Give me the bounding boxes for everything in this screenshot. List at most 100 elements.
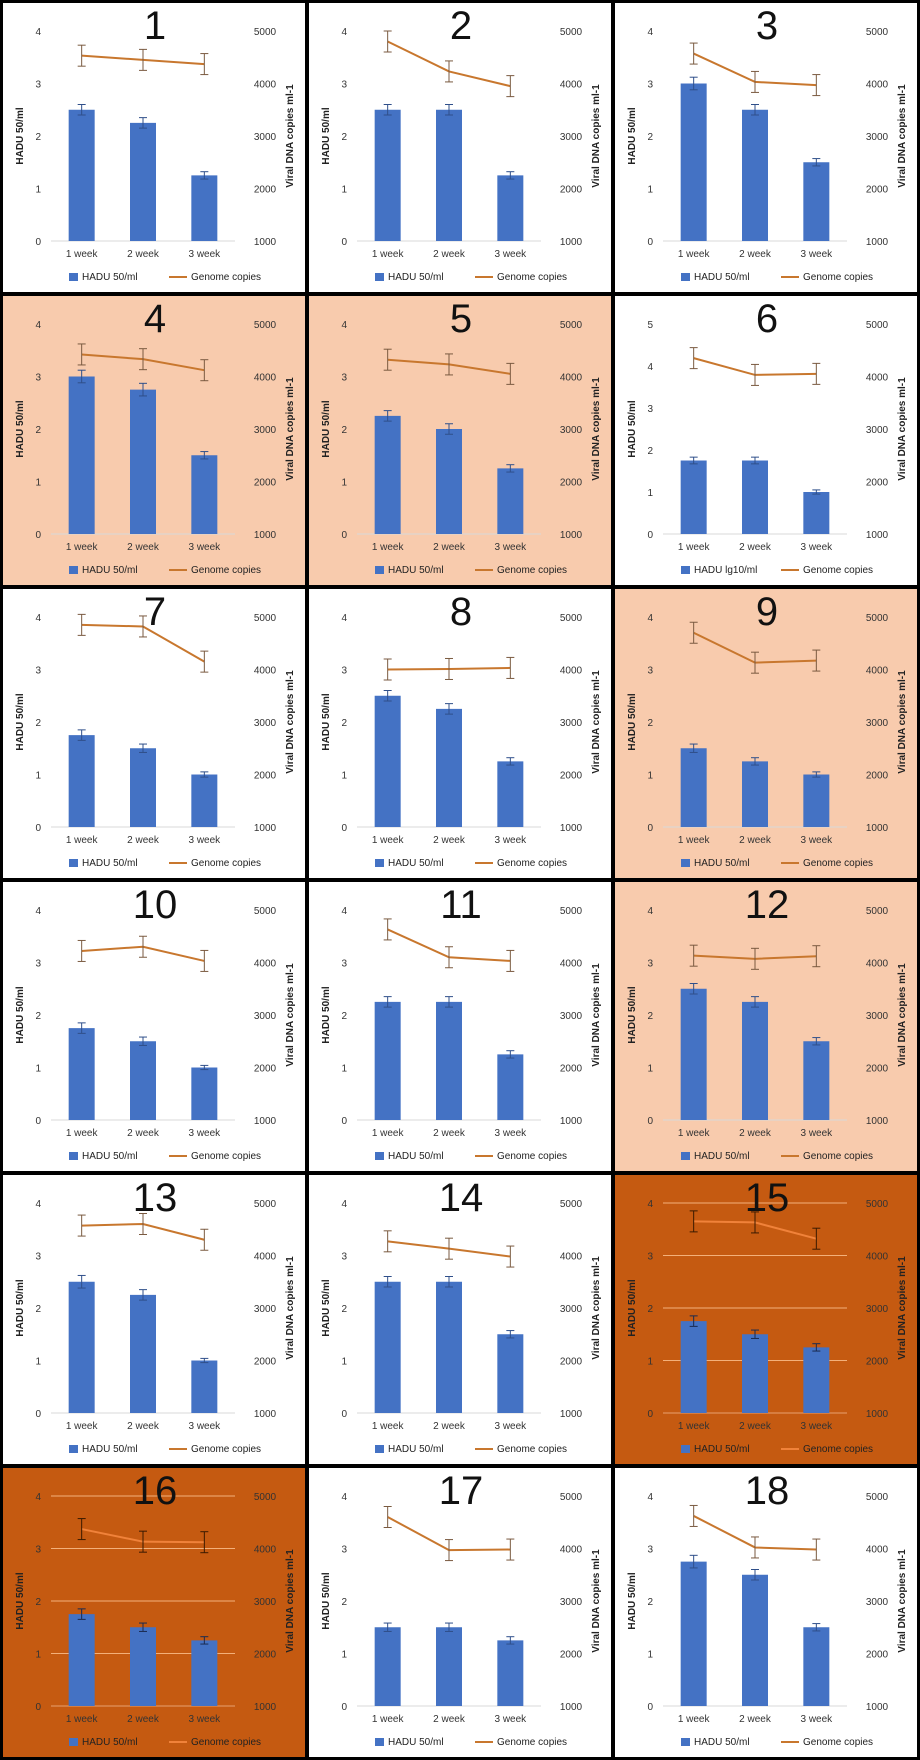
y-tick-label: 3 <box>35 1252 41 1263</box>
y-tick-label: 1 <box>647 1064 653 1075</box>
x-tick-label: 1 week <box>66 249 99 260</box>
bar <box>374 415 401 534</box>
bar-error-bar <box>445 104 453 116</box>
x-tick-label: 2 week <box>433 835 466 846</box>
y2-tick-label: 2000 <box>254 185 277 196</box>
y2-tick-label: 2000 <box>254 1650 277 1661</box>
y2-axis-label: Viral DNA copies ml-1 <box>897 84 908 188</box>
panel-number: 9 <box>756 590 778 634</box>
bar <box>803 1041 830 1120</box>
x-tick-label: 3 week <box>800 249 833 260</box>
line-error-bar <box>139 348 147 371</box>
chart-svg: 4 0 1 2 3 4 1000 2000 3000 4000 5000 HADU 50/ml Vira… <box>15 297 296 576</box>
y-tick-label: 3 <box>647 80 653 91</box>
x-tick-label: 3 week <box>188 1714 221 1725</box>
bar-error-bar <box>445 996 453 1008</box>
chart-panel-11: 11 0 1 2 3 4 1000 2000 3000 4000 5000 HADU 50/ml Vir… <box>309 882 611 1171</box>
y-tick-label: 0 <box>35 823 41 834</box>
bar-error-bar <box>200 171 209 180</box>
legend-line-label: Genome copies <box>191 858 261 869</box>
y2-tick-label: 5000 <box>560 27 583 38</box>
x-tick-label: 2 week <box>127 1128 160 1139</box>
bar <box>497 761 524 827</box>
y2-tick-label: 1000 <box>866 1702 889 1713</box>
y-tick-label: 1 <box>35 185 41 196</box>
y2-tick-label: 3000 <box>866 718 889 729</box>
bar-error-bar <box>383 1622 392 1632</box>
bar <box>436 429 462 534</box>
y-tick-label: 4 <box>35 1492 41 1503</box>
y2-tick-label: 4000 <box>560 959 583 970</box>
line-error-bar <box>689 621 698 644</box>
y2-tick-label: 1000 <box>254 1409 277 1420</box>
y-tick-label: 1 <box>647 1650 653 1661</box>
y-tick-label: 0 <box>35 1702 41 1713</box>
bar-error-bar <box>689 743 698 753</box>
y-axis-label: HADU 50/ml <box>15 107 26 164</box>
y-tick-label: 0 <box>341 1409 347 1420</box>
y2-tick-label: 4000 <box>254 666 277 677</box>
y-axis-label: HADU 50/ml <box>15 1572 26 1629</box>
y-tick-label: 4 <box>341 27 347 38</box>
x-tick-label: 1 week <box>372 1128 405 1139</box>
y-tick-label: 1 <box>341 478 347 489</box>
bar-error-bar <box>751 757 759 766</box>
y-tick-label: 2 <box>341 1304 347 1315</box>
y2-axis-label: Viral DNA copies ml-1 <box>591 1256 602 1360</box>
chart-svg: 18 0 1 2 3 4 1000 2000 3000 4000 5000 HADU 50/ml Vir… <box>627 1469 908 1748</box>
bar-error-bar <box>689 1315 698 1327</box>
y-tick-label: 3 <box>341 959 347 970</box>
line-error-bar <box>812 74 821 97</box>
panel-number: 15 <box>745 1176 790 1220</box>
chart-svg: 9 0 1 2 3 4 1000 2000 3000 4000 5000 HADU 50/ml Vira… <box>627 590 908 869</box>
y-tick-label: 4 <box>647 1492 653 1503</box>
y2-axis-label: Viral DNA copies ml-1 <box>285 1549 296 1653</box>
y2-tick-label: 3000 <box>560 1011 583 1022</box>
bar-error-bar <box>506 1050 515 1059</box>
bar <box>680 1561 707 1706</box>
y-tick-label: 3 <box>647 1545 653 1556</box>
legend-line-label: Genome copies <box>497 272 567 283</box>
x-tick-label: 3 week <box>188 542 221 553</box>
bar-error-bar <box>506 757 515 766</box>
bar-error-bar <box>139 743 147 753</box>
y-tick-label: 4 <box>35 906 41 917</box>
y2-tick-label: 1000 <box>866 530 889 541</box>
y2-tick-label: 5000 <box>866 613 889 624</box>
y2-tick-label: 4000 <box>254 373 277 384</box>
x-tick-label: 1 week <box>372 1714 405 1725</box>
chart-panel-17: 17 0 1 2 3 4 1000 2000 3000 4000 5000 HADU 50/ml Vir… <box>309 1468 611 1757</box>
x-tick-label: 2 week <box>127 542 160 553</box>
bar <box>680 83 707 241</box>
bar-error-bar <box>751 996 759 1008</box>
chart-svg: 7 0 1 2 3 4 1000 2000 3000 4000 5000 HADU 50/ml Vira… <box>15 590 296 869</box>
y2-tick-label: 4000 <box>866 666 889 677</box>
y-tick-label: 0 <box>341 530 347 541</box>
y-tick-label: 3 <box>647 959 653 970</box>
y-axis-label: HADU 50/ml <box>15 693 26 750</box>
y-tick-label: 3 <box>341 80 347 91</box>
y-tick-label: 0 <box>647 823 653 834</box>
bar <box>130 1627 156 1706</box>
legend-bar-swatch <box>375 1445 384 1453</box>
bar-error-bar <box>383 1276 392 1288</box>
bar <box>374 695 401 827</box>
line-error-bar <box>383 30 392 53</box>
bar-error-bar <box>689 76 698 91</box>
legend-bar-label: HADU 50/ml <box>694 1444 750 1455</box>
y-tick-label: 3 <box>341 666 347 677</box>
y2-tick-label: 1000 <box>254 1116 277 1127</box>
chart-panel-13: 13 0 1 2 3 4 1000 2000 3000 4000 5000 HADU 50/ml Vir… <box>3 1175 305 1464</box>
legend-bar-label: HADU 50/ml <box>694 272 750 283</box>
y2-tick-label: 3000 <box>866 132 889 143</box>
chart-svg: 8 0 1 2 3 4 1000 2000 3000 4000 5000 HADU 50/ml Vira… <box>321 590 602 869</box>
y2-tick-label: 1000 <box>254 530 277 541</box>
legend-line-label: Genome copies <box>803 1444 873 1455</box>
y2-tick-label: 2000 <box>560 1357 583 1368</box>
y-tick-label: 1 <box>35 1357 41 1368</box>
x-tick-label: 2 week <box>739 1128 772 1139</box>
bar-error-bar <box>200 451 209 460</box>
line-error-bar <box>506 949 515 972</box>
y-tick-label: 0 <box>647 1409 653 1420</box>
